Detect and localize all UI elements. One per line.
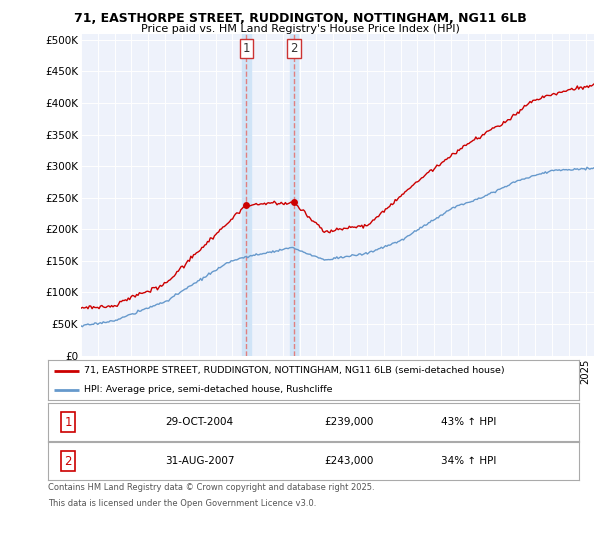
- Text: Contains HM Land Registry data © Crown copyright and database right 2025.: Contains HM Land Registry data © Crown c…: [48, 483, 374, 492]
- Text: £239,000: £239,000: [324, 417, 373, 427]
- Text: 71, EASTHORPE STREET, RUDDINGTON, NOTTINGHAM, NG11 6LB: 71, EASTHORPE STREET, RUDDINGTON, NOTTIN…: [74, 12, 526, 25]
- Text: 1: 1: [64, 416, 72, 429]
- Bar: [242, 34, 251, 356]
- Text: Price paid vs. HM Land Registry's House Price Index (HPI): Price paid vs. HM Land Registry's House …: [140, 24, 460, 34]
- Text: 34% ↑ HPI: 34% ↑ HPI: [441, 456, 496, 466]
- Text: £243,000: £243,000: [324, 456, 373, 466]
- Text: 2: 2: [64, 455, 72, 468]
- Bar: [290, 34, 298, 356]
- Text: 71, EASTHORPE STREET, RUDDINGTON, NOTTINGHAM, NG11 6LB (semi-detached house): 71, EASTHORPE STREET, RUDDINGTON, NOTTIN…: [84, 366, 505, 375]
- Text: HPI: Average price, semi-detached house, Rushcliffe: HPI: Average price, semi-detached house,…: [84, 385, 332, 394]
- Text: 1: 1: [242, 41, 250, 55]
- Text: 43% ↑ HPI: 43% ↑ HPI: [441, 417, 496, 427]
- Text: 29-OCT-2004: 29-OCT-2004: [165, 417, 233, 427]
- Text: 31-AUG-2007: 31-AUG-2007: [165, 456, 235, 466]
- Text: This data is licensed under the Open Government Licence v3.0.: This data is licensed under the Open Gov…: [48, 499, 316, 508]
- Text: 2: 2: [290, 41, 298, 55]
